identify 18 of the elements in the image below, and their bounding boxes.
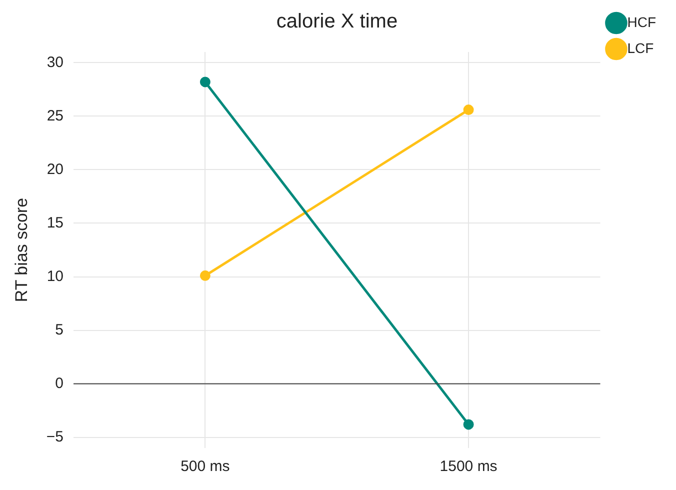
y-tick-label: 30 (46, 54, 64, 71)
point (463, 419, 474, 430)
legend-label: LCF (627, 40, 654, 56)
y-axis-title: RT bias score (12, 198, 31, 302)
point (200, 270, 210, 281)
chart-title: calorie X time (276, 10, 398, 33)
y-tick-label: 5 (55, 321, 64, 338)
y-tick-label: 20 (46, 160, 64, 178)
point (200, 76, 210, 88)
y-tick-label: 15 (46, 214, 64, 232)
x-tick-label: 500 ms (180, 458, 230, 476)
y-tick-label: 10 (46, 268, 64, 285)
point (463, 104, 474, 116)
y-tick-label: 0 (55, 374, 64, 392)
y-tick-label: 25 (46, 107, 64, 124)
y-tick-label: −5 (46, 428, 64, 446)
legend-label: HCF (627, 14, 656, 30)
x-tick-label: 1500 ms (440, 458, 498, 476)
